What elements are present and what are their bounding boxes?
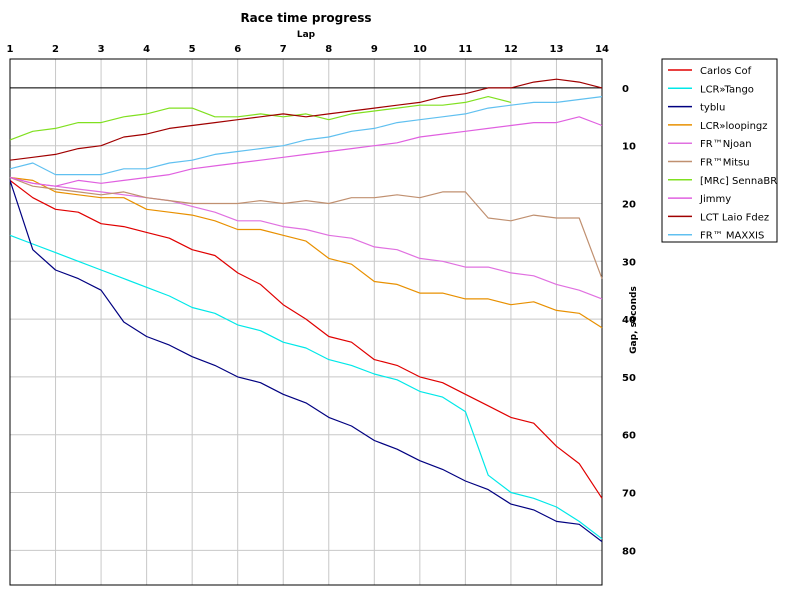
series-line — [9, 180, 603, 543]
x-tick-label: 3 — [98, 44, 105, 55]
x-tick-label: 14 — [595, 44, 609, 55]
series-line — [9, 176, 603, 279]
series-line — [9, 176, 603, 300]
x-tick-label: 5 — [189, 44, 196, 55]
y-tick-label: 60 — [622, 431, 636, 442]
x-tick-label: 13 — [550, 44, 564, 55]
x-axis-label: Lap — [297, 30, 316, 40]
x-tick-label: 2 — [52, 44, 59, 55]
legend-entry: Jimmy — [699, 194, 731, 205]
x-tick-label: 8 — [325, 44, 332, 55]
legend-entry: FR™Njoan — [700, 139, 752, 150]
legend-entry: LCR»Tango — [700, 84, 754, 95]
legend-entry: LCT Laio Fdez — [700, 212, 769, 223]
legend-entry: tyblu — [700, 103, 725, 114]
y-tick-label: 50 — [622, 373, 636, 384]
chart-title: Race time progress — [240, 11, 371, 25]
legend-entry: FR™ MAXXIS — [700, 231, 764, 242]
legend-entry: LCR»loopingz — [700, 121, 768, 132]
y-tick-label: 80 — [622, 546, 636, 557]
y-tick-label: 70 — [622, 489, 636, 500]
legend-box — [661, 58, 778, 243]
series-line — [9, 95, 512, 141]
grid-lines — [9, 59, 603, 585]
x-tick-labels: 1 2 3 4 5 6 7 8 9 10 11 12 13 14 — [7, 44, 609, 55]
legend-entry: [MRc] SennaBR — [700, 176, 777, 187]
y-tick-label: 40 — [622, 315, 636, 326]
series-lines — [9, 78, 603, 543]
series-line — [9, 78, 603, 161]
series-line — [9, 116, 603, 187]
legend-entry: Carlos Cof — [700, 66, 752, 77]
x-tick-label: 9 — [371, 44, 378, 55]
x-tick-label: 12 — [504, 44, 518, 55]
y-tick-labels: 0 10 20 30 40 50 60 70 80 — [622, 84, 636, 557]
plot-area — [9, 58, 603, 586]
x-tick-label: 4 — [143, 44, 150, 55]
series-line — [9, 234, 603, 540]
legend: Carlos Cof LCR»Tango tyblu LCR»loopingz FR™N… — [661, 58, 778, 243]
x-tick-label: 11 — [458, 44, 472, 55]
legend-entry: FR™Mitsu — [700, 158, 750, 169]
x-tick-label: 7 — [280, 44, 287, 55]
y-axis-label: Gap, seconds — [629, 286, 639, 354]
series-line — [9, 176, 603, 329]
x-tick-label: 6 — [234, 44, 241, 55]
y-tick-label: 10 — [622, 142, 636, 153]
series-line — [9, 96, 603, 176]
series-line — [9, 179, 603, 499]
y-tick-label: 20 — [622, 200, 636, 211]
x-tick-label: 10 — [413, 44, 427, 55]
x-tick-label: 1 — [7, 44, 14, 55]
y-tick-label: 30 — [622, 257, 636, 268]
y-tick-label: 0 — [622, 84, 629, 95]
